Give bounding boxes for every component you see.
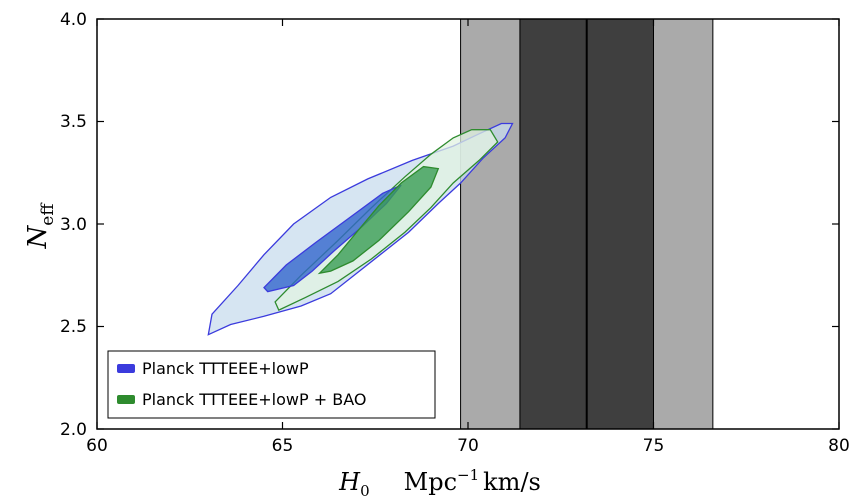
y-tick-label-2-5: 2.5 [60, 317, 87, 337]
legend-label-planck-bao: Planck TTTEEE+lowP + BAO [142, 390, 366, 409]
h0-band-0 [460, 18, 521, 430]
legend-label-planck: Planck TTTEEE+lowP [142, 359, 309, 378]
contour-inner-1 [317, 165, 440, 275]
legend: Planck TTTEEE+lowP Planck TTTEEE+lowP + … [107, 350, 436, 419]
legend-swatch-planck [117, 364, 135, 373]
x-tick-label-75: 75 [643, 436, 665, 456]
x-axis-label: H0 Mpc−1 km/s [338, 466, 541, 500]
x-tick-label-70: 70 [457, 436, 479, 456]
legend-box [107, 350, 436, 419]
x-tick-label-60: 60 [86, 436, 108, 456]
x-tick-label-65: 65 [272, 436, 294, 456]
y-axis-label: Neff [23, 202, 58, 250]
legend-swatch-planck-bao [117, 395, 135, 404]
h0-band-2 [653, 18, 714, 430]
y-tick-label-3-5: 3.5 [60, 112, 87, 132]
y-tick-label-2-0: 2.0 [60, 420, 87, 440]
x-tick-label-80: 80 [828, 436, 850, 456]
y-tick-label-4-0: 4.0 [60, 10, 87, 30]
y-tick-label-3-0: 3.0 [60, 215, 87, 235]
plot-frame [96, 18, 840, 430]
